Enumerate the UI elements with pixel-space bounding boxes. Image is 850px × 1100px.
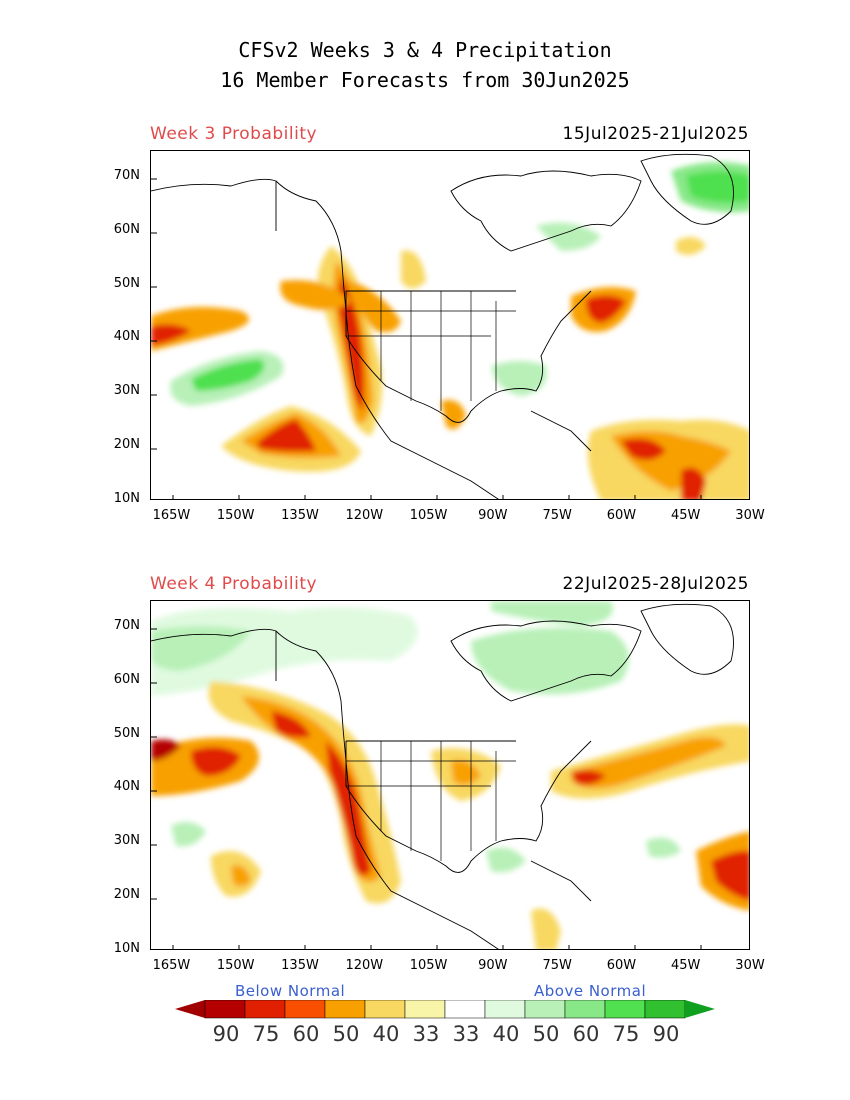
legend-swatch (364, 1000, 406, 1019)
legend-swatch (604, 1000, 646, 1019)
week3-panel: Week 3 Probability 15Jul2025-21Jul2025 (0, 124, 850, 570)
lat-label: 60N (113, 221, 140, 237)
legend-number: 33 (412, 1022, 440, 1046)
lon-label: 150W (216, 508, 255, 523)
legend-number: 60 (292, 1022, 320, 1046)
legend-swatch (644, 1000, 686, 1019)
lat-label: 40N (113, 779, 140, 795)
lon-label: 45W (671, 958, 701, 973)
legend-swatch (484, 1000, 526, 1019)
legend-number: 40 (492, 1022, 520, 1046)
lon-label: 90W (478, 958, 508, 973)
lat-label: 20N (113, 437, 140, 453)
lon-label: 60W (606, 508, 637, 523)
lon-label: 60W (606, 958, 637, 973)
legend-number: 40 (372, 1022, 400, 1046)
week3-dates: 15Jul2025-21Jul2025 (562, 124, 749, 144)
lon-label: 105W (409, 958, 448, 973)
legend-swatch (444, 1000, 486, 1019)
lat-label: 50N (113, 275, 140, 291)
legend-swatch (564, 1000, 606, 1019)
probability-legend: Below Normal Above Normal 90 75 60 50 40 33 33… (170, 982, 730, 1052)
week4-panel: Week 4 Probability 22Jul2025-28Jul2025 (0, 574, 850, 1020)
legend-swatch (404, 1000, 446, 1019)
lat-label: 30N (113, 833, 140, 849)
lat-label: 70N (113, 617, 140, 633)
legend-swatch (284, 1000, 326, 1019)
legend-swatch (244, 1000, 286, 1019)
legend-swatch (204, 1000, 246, 1019)
lon-label: 150W (216, 958, 255, 973)
week4-label: Week 4 Probability (150, 574, 318, 594)
lon-label: 165W (152, 508, 191, 523)
lat-label: 60N (113, 671, 140, 687)
lon-label: 105W (409, 508, 448, 523)
week3-label: Week 3 Probability (150, 124, 318, 144)
legend-number: 50 (332, 1022, 360, 1046)
week4-map-svg (151, 601, 749, 949)
lon-label: 30W (735, 958, 765, 973)
week3-map-svg (151, 153, 749, 499)
legend-number: 90 (652, 1022, 680, 1046)
lon-label: 165W (152, 958, 191, 973)
legend-number: 33 (452, 1022, 480, 1046)
chart-subtitle: 16 Member Forecasts from 30Jun2025 (220, 68, 630, 92)
legend-colorbar (175, 1000, 715, 1019)
lat-label: 10N (113, 491, 140, 506)
lon-label: 30W (735, 508, 765, 523)
lat-label: 70N (113, 167, 140, 183)
lon-label: 135W (281, 508, 319, 523)
week4-map[interactable] (150, 600, 750, 950)
lat-label: 50N (113, 725, 140, 741)
lon-label: 135W (281, 958, 319, 973)
week3-map[interactable] (150, 150, 750, 500)
lon-label: 120W (345, 958, 384, 973)
week4-dates: 22Jul2025-28Jul2025 (562, 574, 749, 594)
above-normal-label: Above Normal (534, 982, 647, 1000)
lon-label: 75W (542, 508, 572, 523)
lat-label: 10N (113, 941, 140, 956)
chart-title: CFSv2 Weeks 3 & 4 Precipitation (238, 38, 612, 62)
lat-label: 40N (113, 329, 140, 345)
lat-label: 30N (113, 383, 140, 399)
legend-arrow-right (685, 1000, 715, 1018)
lon-label: 90W (478, 508, 508, 523)
legend-number: 75 (252, 1022, 280, 1046)
lon-label: 75W (542, 958, 572, 973)
legend-arrow-left (175, 1000, 205, 1018)
lon-label: 120W (345, 508, 384, 523)
legend-number: 60 (572, 1022, 600, 1046)
lat-label: 20N (113, 887, 140, 903)
legend-swatch (524, 1000, 566, 1019)
lon-label: 45W (671, 508, 701, 523)
below-normal-label: Below Normal (235, 982, 346, 1000)
legend-number: 90 (212, 1022, 240, 1046)
legend-number: 75 (612, 1022, 640, 1046)
legend-number: 50 (532, 1022, 560, 1046)
legend-swatch (324, 1000, 366, 1019)
